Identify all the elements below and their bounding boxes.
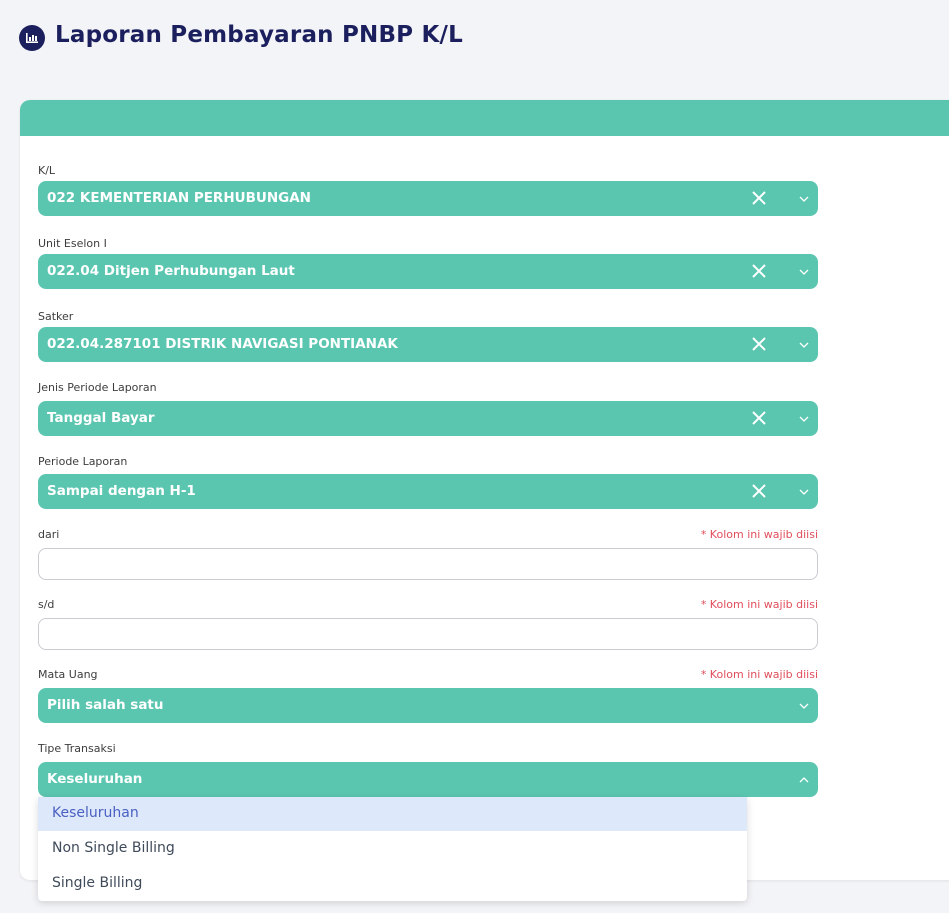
select-icon[interactable]: [38, 474, 818, 509]
select-box[interactable]: Keseluruhan: [38, 762, 818, 797]
required-note: * Kolom ini wajib diisi: [700, 668, 818, 681]
select-value: Keseluruhan: [47, 771, 143, 787]
select-icon[interactable]: [38, 181, 818, 216]
select-icon[interactable]: [743, 181, 773, 216]
field-label: Satker: [38, 310, 74, 323]
text-input[interactable]: [38, 548, 818, 580]
select-value: Tanggal Bayar: [47, 410, 155, 426]
select-box[interactable]: 022.04.287101 DISTRIK NAVIGASI PONTIANAK: [38, 327, 818, 362]
report-icon: [19, 25, 45, 51]
select-icon[interactable]: [38, 327, 818, 362]
field-label: Periode Laporan: [38, 455, 128, 468]
select-icon[interactable]: [38, 688, 818, 723]
field-label: Jenis Periode Laporan: [38, 381, 157, 394]
select-box[interactable]: Tanggal Bayar: [38, 401, 818, 436]
option-text: Keseluruhan: [52, 805, 139, 821]
select-icon[interactable]: [743, 327, 773, 362]
card-header: [20, 100, 949, 136]
option-text: Non Single Billing: [52, 840, 175, 856]
select-icon[interactable]: [743, 254, 773, 289]
select-icon[interactable]: [38, 401, 818, 436]
select-value: 022.04.287101 DISTRIK NAVIGASI PONTIANAK: [47, 336, 398, 352]
field-label: dari: [38, 528, 60, 541]
select-value: 022.04 Ditjen Perhubungan Laut: [47, 263, 295, 279]
field-label: Tipe Transaksi: [38, 742, 116, 755]
select-icon[interactable]: [38, 762, 818, 797]
dropdown-option[interactable]: Non Single Billing: [38, 832, 747, 866]
select-box[interactable]: Sampai dengan H-1: [38, 474, 818, 509]
dropdown-option[interactable]: Keseluruhan: [38, 797, 747, 831]
page-title: Laporan Pembayaran PNBP K/L: [55, 22, 463, 48]
dropdown-menu: Keseluruhan Non Single Billing Single Bill…: [38, 797, 747, 901]
select-icon[interactable]: [743, 474, 773, 509]
dropdown-option[interactable]: Single Billing: [38, 867, 747, 901]
required-note: * Kolom ini wajib diisi: [700, 528, 818, 541]
field-label: Mata Uang: [38, 668, 98, 681]
field-label: Unit Eselon I: [38, 237, 107, 250]
select-value: Sampai dengan H-1: [47, 483, 196, 499]
select-icon[interactable]: [38, 254, 818, 289]
select-value: Pilih salah satu: [47, 697, 164, 713]
option-text: Single Billing: [52, 875, 143, 891]
select-box[interactable]: Pilih salah satu: [38, 688, 818, 723]
text-input[interactable]: [38, 618, 818, 650]
required-note: * Kolom ini wajib diisi: [700, 598, 818, 611]
select-icon[interactable]: [743, 401, 773, 436]
field-label: K/L: [38, 164, 56, 177]
select-box[interactable]: 022.04 Ditjen Perhubungan Laut: [38, 254, 818, 289]
select-box[interactable]: 022 KEMENTERIAN PERHUBUNGAN: [38, 181, 818, 216]
select-value: 022 KEMENTERIAN PERHUBUNGAN: [47, 190, 311, 206]
field-label: s/d: [38, 598, 55, 611]
